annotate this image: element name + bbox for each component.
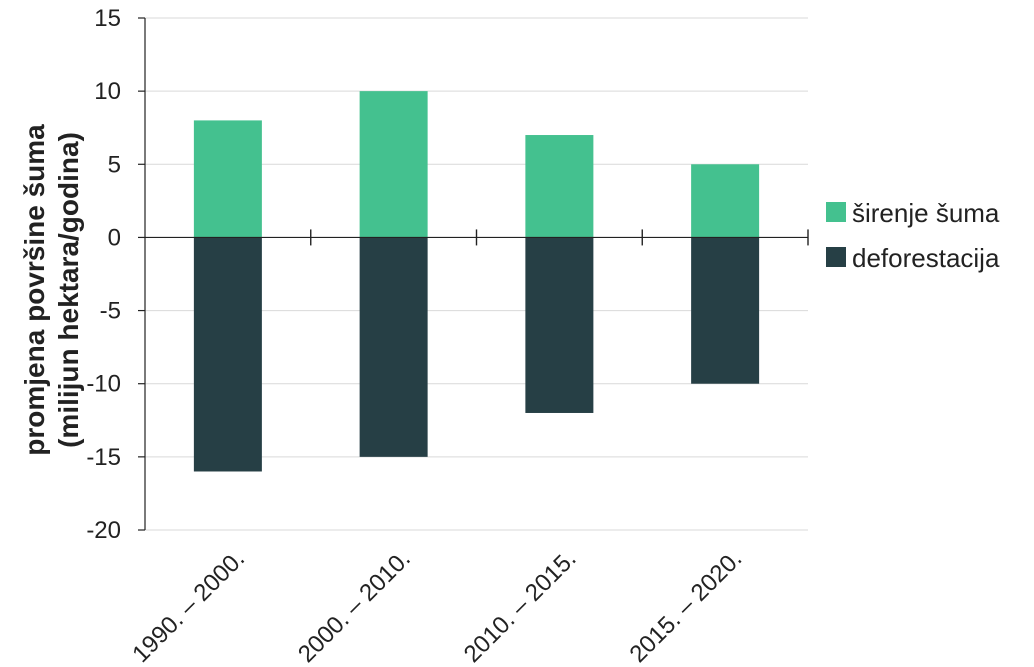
y-axis-title-line2: (milijun hektara/godina) (53, 132, 84, 448)
axes (138, 17, 809, 531)
y-tick-label: -5 (100, 298, 121, 325)
y-tick-label: -10 (86, 371, 121, 398)
legend: širenje šuma deforestacija (826, 198, 1000, 273)
y-tick-label: 5 (108, 151, 121, 178)
bar-forest-expansion (691, 164, 760, 238)
bar-deforestation (525, 237, 594, 413)
legend-swatch-expansion (826, 202, 846, 222)
bar-deforestation (193, 237, 262, 472)
x-category-label: 2000. – 2010. (293, 545, 416, 667)
y-axis-title: promjena površine šuma (milijun hektara/… (19, 124, 84, 456)
x-category-label: 1990. – 2000. (127, 545, 250, 667)
legend-swatch-deforestation (826, 247, 846, 267)
legend-label-expansion: širenje šuma (852, 198, 1000, 228)
y-tick-label: -20 (86, 517, 121, 544)
y-axis-title-line1: promjena površine šuma (19, 124, 50, 456)
bar-forest-expansion (525, 135, 594, 238)
legend-label-deforestation: deforestacija (852, 243, 1000, 273)
bar-deforestation (691, 237, 760, 384)
bars (193, 91, 760, 472)
bar-forest-expansion (193, 120, 262, 238)
bar-forest-expansion (359, 91, 428, 238)
x-category-label: 2010. – 2015. (459, 545, 582, 667)
y-tick-label: 15 (94, 5, 121, 32)
x-category-label: 2015. – 2020. (624, 545, 747, 667)
y-tick-label: 10 (94, 78, 121, 105)
bar-deforestation (359, 237, 428, 457)
y-tick-label: 0 (108, 224, 121, 251)
tick-labels: 15 10 5 0 -5 -10 -15 -20 (86, 5, 121, 544)
y-tick-label: -15 (86, 444, 121, 471)
category-labels: 1990. – 2000. 2000. – 2010. 2010. – 2015. 2… (127, 545, 747, 667)
